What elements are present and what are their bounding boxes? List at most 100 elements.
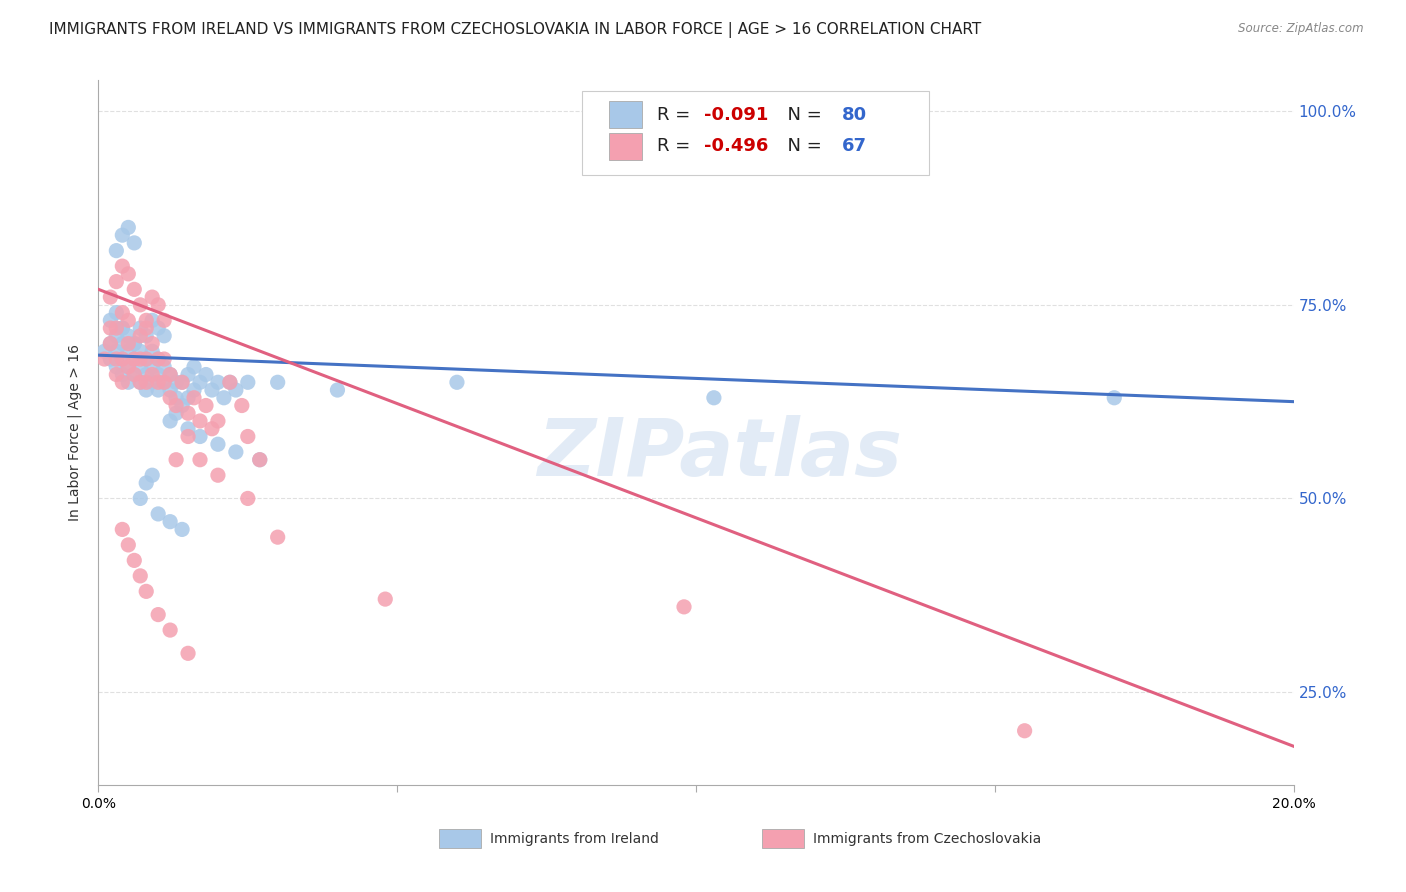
Point <box>219 376 242 390</box>
Point <box>159 414 181 428</box>
Point <box>135 352 157 367</box>
Point <box>177 391 200 405</box>
Point <box>703 391 725 405</box>
Text: R =: R = <box>657 136 696 155</box>
Point <box>105 328 128 343</box>
Point <box>183 383 205 397</box>
Text: R =: R = <box>657 106 696 124</box>
Point <box>141 376 163 390</box>
Point <box>165 376 187 390</box>
Point <box>188 376 211 390</box>
Y-axis label: In Labor Force | Age > 16: In Labor Force | Age > 16 <box>67 344 83 521</box>
Point <box>117 538 139 552</box>
Point <box>129 569 152 583</box>
Point <box>111 321 134 335</box>
Point <box>105 352 128 367</box>
Point <box>124 553 146 567</box>
Point <box>177 646 200 660</box>
Point <box>141 468 163 483</box>
Point <box>111 523 134 537</box>
Point <box>212 391 235 405</box>
Point <box>153 376 176 390</box>
Point <box>231 399 253 413</box>
Point <box>124 235 146 250</box>
Point <box>135 383 157 397</box>
Point <box>195 399 218 413</box>
Point <box>153 328 176 343</box>
Point <box>129 376 152 390</box>
Point <box>111 376 134 390</box>
Point <box>105 275 128 289</box>
Point <box>177 406 200 420</box>
Point <box>98 336 122 351</box>
Point <box>124 336 146 351</box>
Point <box>326 383 349 397</box>
Text: 80: 80 <box>842 106 868 124</box>
Point <box>195 368 218 382</box>
Point <box>135 584 157 599</box>
Point <box>225 445 247 459</box>
Point <box>124 368 146 382</box>
Point <box>148 383 170 397</box>
FancyBboxPatch shape <box>609 102 643 128</box>
Point <box>135 368 157 382</box>
Point <box>159 623 181 637</box>
Point <box>201 383 224 397</box>
Point <box>105 359 128 374</box>
Point <box>129 352 152 367</box>
Point <box>141 290 163 304</box>
Point <box>165 399 187 413</box>
Point <box>129 298 152 312</box>
Point <box>172 376 194 390</box>
Point <box>105 368 128 382</box>
Point <box>177 429 200 443</box>
FancyBboxPatch shape <box>439 829 481 848</box>
Point <box>165 452 187 467</box>
Point <box>177 422 200 436</box>
Point <box>111 368 134 382</box>
Point <box>111 352 134 367</box>
Point <box>129 491 152 506</box>
Point <box>111 321 134 335</box>
Point <box>105 344 128 359</box>
Point <box>129 359 152 374</box>
Point <box>159 383 181 397</box>
Point <box>236 429 259 443</box>
Point <box>1104 391 1126 405</box>
Text: -0.091: -0.091 <box>704 106 769 124</box>
Point <box>183 359 205 374</box>
Point <box>148 376 170 390</box>
Point <box>117 376 139 390</box>
Point <box>98 336 122 351</box>
Point <box>129 321 152 335</box>
Point <box>124 282 146 296</box>
Point <box>124 336 146 351</box>
Point <box>141 313 163 327</box>
Point <box>1014 723 1036 738</box>
Point <box>207 468 229 483</box>
Point <box>148 607 170 622</box>
Point <box>188 429 211 443</box>
Point <box>148 352 170 367</box>
Point <box>148 352 170 367</box>
Point <box>148 507 170 521</box>
Point <box>201 422 224 436</box>
Point <box>219 376 242 390</box>
Point <box>673 599 696 614</box>
FancyBboxPatch shape <box>582 91 929 176</box>
Point <box>98 290 122 304</box>
Point <box>129 376 152 390</box>
Point <box>183 391 205 405</box>
Point <box>141 336 163 351</box>
Point <box>111 336 134 351</box>
Point <box>172 523 194 537</box>
Point <box>129 328 152 343</box>
Point <box>135 376 157 390</box>
Point <box>148 368 170 382</box>
Point <box>124 368 146 382</box>
Point <box>93 352 115 367</box>
Point <box>249 452 271 467</box>
Point <box>117 328 139 343</box>
Point <box>98 321 122 335</box>
Point <box>188 452 211 467</box>
